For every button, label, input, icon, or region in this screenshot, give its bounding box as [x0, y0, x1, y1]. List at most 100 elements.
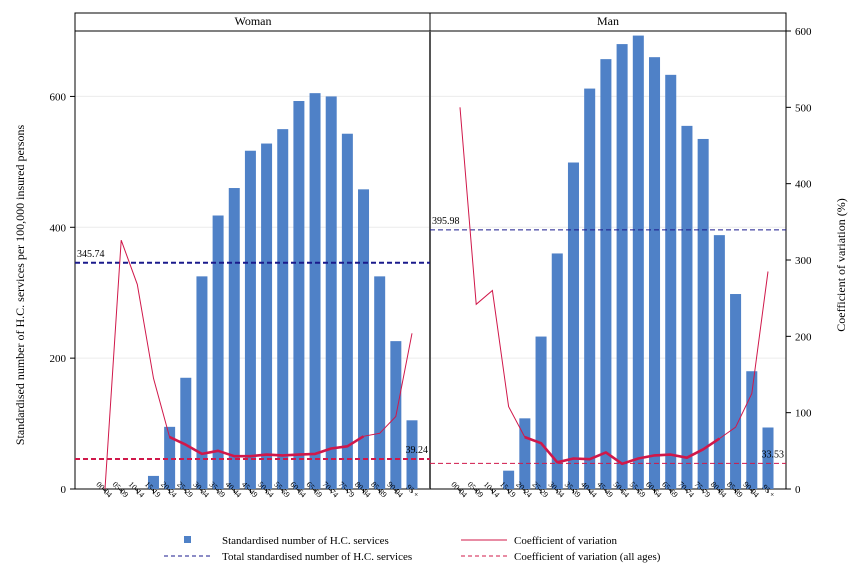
y-axis-right-title: Coefficient of variation (%): [834, 198, 848, 331]
y-axis-left-title: Standardised number of H.C. services per…: [13, 125, 27, 446]
x-tick-label: 95 +: [760, 483, 777, 500]
bar: [600, 59, 612, 490]
x-tick-label: 15-19: [143, 480, 163, 500]
x-tick-label: 35-39: [563, 480, 583, 500]
bar: [358, 189, 370, 489]
bar: [406, 420, 418, 489]
bar: [212, 215, 224, 489]
bar: [681, 125, 693, 489]
x-tick-label: 75-79: [337, 480, 357, 500]
x-tick-label: 05-09: [111, 480, 131, 500]
x-tick-label: 85-89: [369, 480, 389, 500]
x-tick-label: 90-94: [741, 480, 761, 500]
bar: [164, 426, 176, 489]
total-label: 345.74: [77, 249, 105, 260]
x-tick-label: 85-89: [725, 480, 745, 500]
x-tick-label: 50-54: [611, 480, 631, 500]
y-tick-label-left: 400: [50, 222, 67, 234]
x-tick-label: 10-14: [482, 480, 502, 500]
bar: [180, 377, 192, 489]
x-tick-label: 75-79: [693, 480, 713, 500]
x-tick-label: 90-94: [385, 480, 405, 500]
legend: Standardised number of H.C. services Coe…: [164, 535, 661, 563]
cv-all-label: 33.53: [762, 449, 785, 460]
cv-line-thick: [169, 435, 365, 458]
x-tick-label: 45-49: [240, 480, 260, 500]
x-tick-label: 05-09: [466, 480, 486, 500]
x-tick-label: 00-04: [449, 480, 469, 500]
y-tick-label-left: 0: [61, 484, 67, 496]
y-tick-label-right: 400: [795, 179, 812, 191]
y-tick-label-left: 200: [50, 353, 67, 365]
y-axis-left-ticks: 0 200 400 600: [50, 91, 75, 496]
bar: [616, 44, 628, 489]
bar: [503, 470, 515, 489]
panel-frames: [74, 12, 787, 490]
x-tick-label: 40-44: [579, 480, 599, 500]
y-axis-right-ticks: 0 100 200 300 400 500 600: [786, 26, 812, 496]
bar: [584, 88, 596, 489]
x-tick-label: 60-64: [288, 480, 308, 500]
total-label: 395.98: [432, 216, 460, 227]
x-tick-label: 65-69: [304, 480, 324, 500]
x-tick-label: 25-29: [175, 480, 195, 500]
legend-cv: Coefficient of variation: [514, 535, 618, 547]
y-tick-label-right: 100: [795, 408, 812, 420]
y-tick-label-right: 500: [795, 102, 812, 114]
bar: [293, 101, 305, 489]
bar: [762, 427, 774, 489]
bar: [244, 150, 256, 489]
cv-line-thick: [524, 435, 721, 466]
x-tick-label: 50-54: [256, 480, 276, 500]
legend-services: Standardised number of H.C. services: [222, 535, 389, 547]
bar: [196, 276, 208, 489]
y-tick-label-right: 600: [795, 26, 812, 38]
bar: [374, 276, 386, 489]
x-tick-label: 70-74: [321, 480, 341, 500]
x-tick-label: 95 +: [404, 483, 421, 500]
x-tick-label: 35-39: [207, 480, 227, 500]
bar: [277, 129, 289, 489]
x-tick-label: 65-69: [660, 480, 680, 500]
x-tick-label: 10-14: [127, 480, 147, 500]
bar: [261, 143, 273, 489]
bar: [325, 96, 337, 489]
cv-all-label: 39.24: [406, 445, 429, 456]
bar: [746, 371, 758, 489]
bar: [309, 93, 321, 490]
y-tick-label-right: 200: [795, 331, 812, 343]
x-tick-label: 40-44: [224, 480, 244, 500]
bar: [551, 253, 563, 489]
bar: [649, 57, 661, 490]
x-tick-label: 80-84: [709, 480, 729, 500]
x-tick-label: 25-29: [530, 480, 550, 500]
bar: [730, 294, 742, 489]
bar: [147, 475, 159, 489]
x-tick-label: 60-64: [644, 480, 664, 500]
x-tick-label: 45-49: [595, 480, 615, 500]
chart-marks: 345.74 39.24 395.98 33.53: [75, 35, 786, 490]
panel-title-woman: Woman: [234, 14, 271, 28]
x-tick-label: 80-84: [353, 480, 373, 500]
bar: [697, 138, 709, 489]
bar: [713, 235, 725, 489]
x-tick-label: 70-74: [676, 480, 696, 500]
y-tick-label-right: 0: [795, 484, 801, 496]
x-tick-label: 30-34: [547, 480, 567, 500]
x-tick-label: 55-59: [628, 480, 648, 500]
x-tick-label: 55-59: [272, 480, 292, 500]
panel-title-man: Man: [597, 14, 619, 28]
bar: [341, 133, 353, 490]
x-tick-label: 20-24: [159, 480, 179, 500]
x-tick-label: 20-24: [514, 480, 534, 500]
y-tick-label-right: 300: [795, 255, 812, 267]
y-tick-label-left: 600: [50, 91, 67, 103]
x-tick-label: 00-04: [94, 480, 114, 500]
bar: [632, 35, 644, 490]
legend-total: Total standardised number of H.C. servic…: [222, 551, 412, 563]
x-tick-label: 15-19: [498, 480, 518, 500]
bar: [665, 74, 677, 489]
bar: [535, 336, 547, 489]
legend-bar-swatch: [184, 536, 191, 543]
